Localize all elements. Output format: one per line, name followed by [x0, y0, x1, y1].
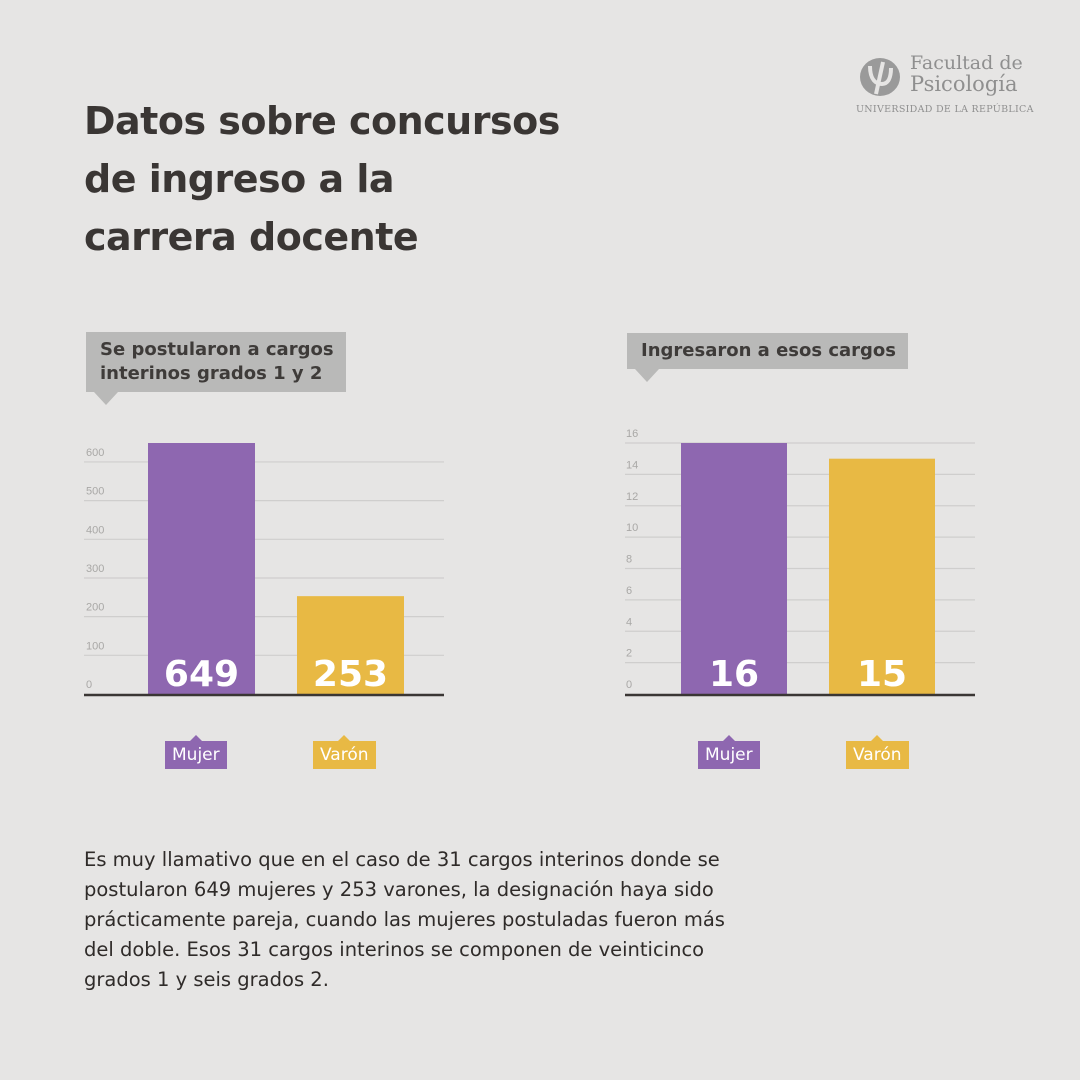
bubble-tail [635, 369, 659, 382]
legend-notch [337, 735, 352, 742]
data-label: 15 [857, 654, 907, 695]
legend-label: Mujer [705, 745, 753, 765]
title-line: Datos sobre concursos [84, 99, 560, 143]
legend-label: Varón [320, 745, 369, 765]
body-paragraph: Es muy llamativo que en el caso de 31 ca… [84, 845, 844, 995]
logo-line-2: Psicología [910, 72, 1018, 96]
chart-2-legend-varon: Varón [846, 735, 909, 769]
body-line: prácticamente pareja, cuando las mujeres… [84, 908, 725, 931]
chart-2-legend-mujer: Mujer [698, 735, 760, 769]
chart-1-legend-mujer: Mujer [165, 735, 227, 769]
body-line: Es muy llamativo que en el caso de 31 ca… [84, 848, 720, 871]
bubble-tail [94, 392, 118, 405]
title-line: de ingreso a la [84, 157, 394, 201]
bar-mujer [148, 443, 255, 694]
y-tick-label: 0 [86, 679, 92, 691]
chart-1-title-line: Se postularon a cargos [100, 339, 334, 360]
chart-1-title-line: interinos grados 1 y 2 [100, 363, 323, 384]
body-line: del doble. Esos 31 cargos interinos se c… [84, 938, 705, 961]
body-line: grados 1 y seis grados 2. [84, 968, 329, 991]
y-tick-label: 4 [626, 616, 632, 628]
y-tick-label: 500 [86, 486, 104, 498]
y-tick-label: 14 [626, 459, 638, 471]
chart-2-title-bubble: Ingresaron a esos cargos [627, 333, 909, 382]
data-label: 649 [164, 654, 239, 695]
chart-1-title-bubble: Se postularon a cargos interinos grados … [86, 332, 346, 405]
data-label: 253 [313, 654, 388, 695]
data-label: 16 [709, 654, 759, 695]
faculty-logo: Facultad de Psicología UNIVERSIDAD DE LA… [856, 52, 1038, 122]
legend-notch [870, 735, 885, 742]
logo-line-3: UNIVERSIDAD DE LA REPÚBLICA [856, 104, 1034, 115]
y-tick-label: 2 [626, 648, 632, 660]
y-tick-label: 12 [626, 491, 638, 503]
bar-varon [297, 596, 404, 694]
y-tick-label: 100 [86, 640, 104, 652]
bar-mujer [681, 443, 787, 694]
title-line: carrera docente [84, 215, 419, 259]
page-title: Datos sobre concursos de ingreso a la ca… [84, 92, 560, 266]
logo-line-1: Facultad de [910, 52, 1023, 74]
chart-2-title-line: Ingresaron a esos cargos [641, 340, 897, 361]
psi-logo-icon [860, 58, 900, 96]
chart-1-legend-varon: Varón [313, 735, 376, 769]
y-tick-label: 400 [86, 524, 104, 536]
y-tick-label: 200 [86, 602, 104, 614]
y-tick-label: 10 [626, 522, 638, 534]
legend-label: Mujer [172, 745, 220, 765]
y-tick-label: 300 [86, 563, 104, 575]
y-tick-label: 600 [86, 447, 104, 459]
bar-varon [829, 458, 935, 694]
body-line: postularon 649 mujeres y 253 varones, la… [84, 878, 714, 901]
y-tick-label: 8 [626, 554, 632, 566]
y-tick-label: 16 [626, 428, 638, 440]
legend-notch [721, 735, 736, 742]
y-tick-label: 0 [626, 679, 632, 691]
legend-label: Varón [853, 745, 902, 765]
y-tick-label: 6 [626, 585, 632, 597]
legend-notch [188, 735, 203, 742]
